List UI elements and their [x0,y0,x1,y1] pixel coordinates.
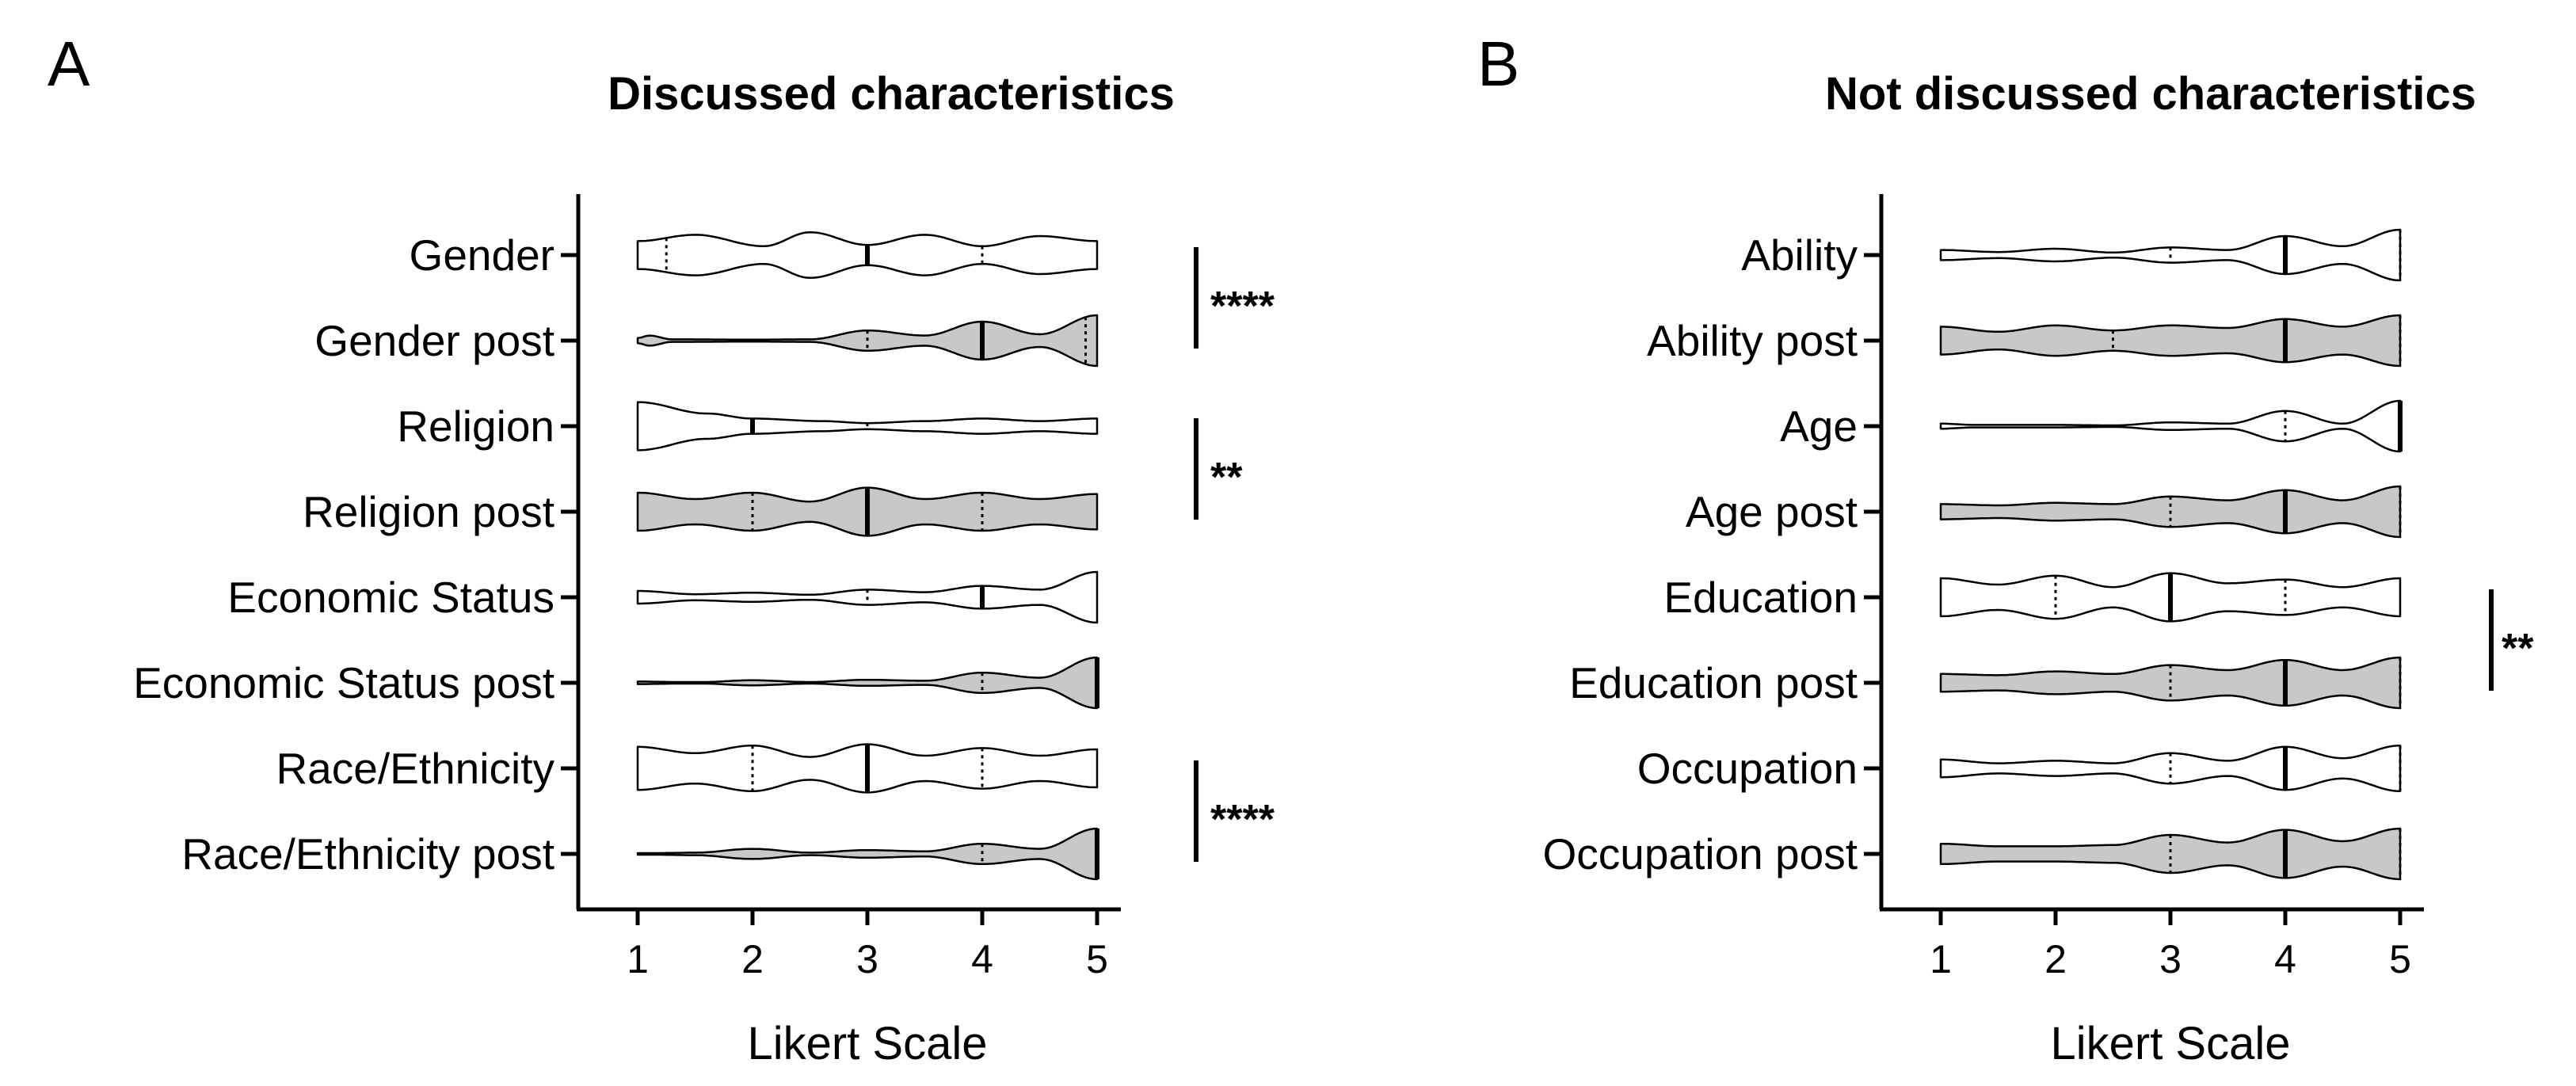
significance-label: **** [1210,284,1275,330]
y-tick-label: Occupation [1637,744,1858,793]
panel-b: B Not discussed characteristics 1 2 3 4 5 Abi… [1477,29,2534,1069]
x-tick-label: 4 [971,937,993,981]
y-tick-label: Race/Ethnicity post [181,829,554,878]
chart-title: Not discussed characteristics [1825,68,2476,120]
x-axis-label: Likert Scale [747,1018,987,1069]
y-tick-label: Race/Ethnicity [276,744,554,793]
significance-label: ** [2502,626,2534,672]
violin [636,827,1099,881]
y-tick-label: Ability [1741,231,1858,280]
y-tick-label: Economic Status post [133,658,554,707]
x-tick-label: 3 [856,937,878,981]
y-tick-label: Age [1780,402,1858,451]
y-tick-label: Gender post [314,316,554,365]
chart-title: Discussed characteristics [608,68,1175,120]
violin [1939,314,2402,368]
significance-label: **** [1210,797,1275,843]
y-tick-label: Religion post [303,487,554,536]
x-tick-label: 1 [627,937,649,981]
y-tick-label: Ability post [1647,316,1858,365]
x-tick-label: 5 [2389,937,2411,981]
violin [636,656,1099,710]
violin [1939,399,2402,453]
y-tick-label: Economic Status [227,573,554,622]
panel-label: B [1477,29,1519,99]
x-tick-label: 5 [1086,937,1108,981]
violin-plot-body: 1 2 3 4 5 Ability Ability post Age Age post Educa… [1543,194,2534,981]
x-tick-label: 4 [2274,937,2296,981]
x-tick-label: 1 [1930,937,1952,981]
x-tick-label: 2 [741,937,764,981]
y-tick-label: Gender [410,231,554,280]
panel-a: A Discussed characteristics 1 2 3 4 5 Gender G… [48,29,1275,1069]
significance-label: ** [1210,455,1243,501]
x-tick-label: 2 [2044,937,2067,981]
y-tick-label: Education [1663,573,1858,622]
y-tick-label: Age post [1686,487,1858,536]
x-axis-label: Likert Scale [2050,1018,2290,1069]
y-tick-label: Occupation post [1543,829,1858,878]
panel-label: A [48,29,90,99]
y-tick-label: Religion [397,402,554,451]
violin-plot-body: 1 2 3 4 5 Gender Gender post Religion Religion p… [133,194,1275,981]
x-tick-label: 3 [2159,937,2182,981]
y-tick-label: Education post [1569,658,1858,707]
